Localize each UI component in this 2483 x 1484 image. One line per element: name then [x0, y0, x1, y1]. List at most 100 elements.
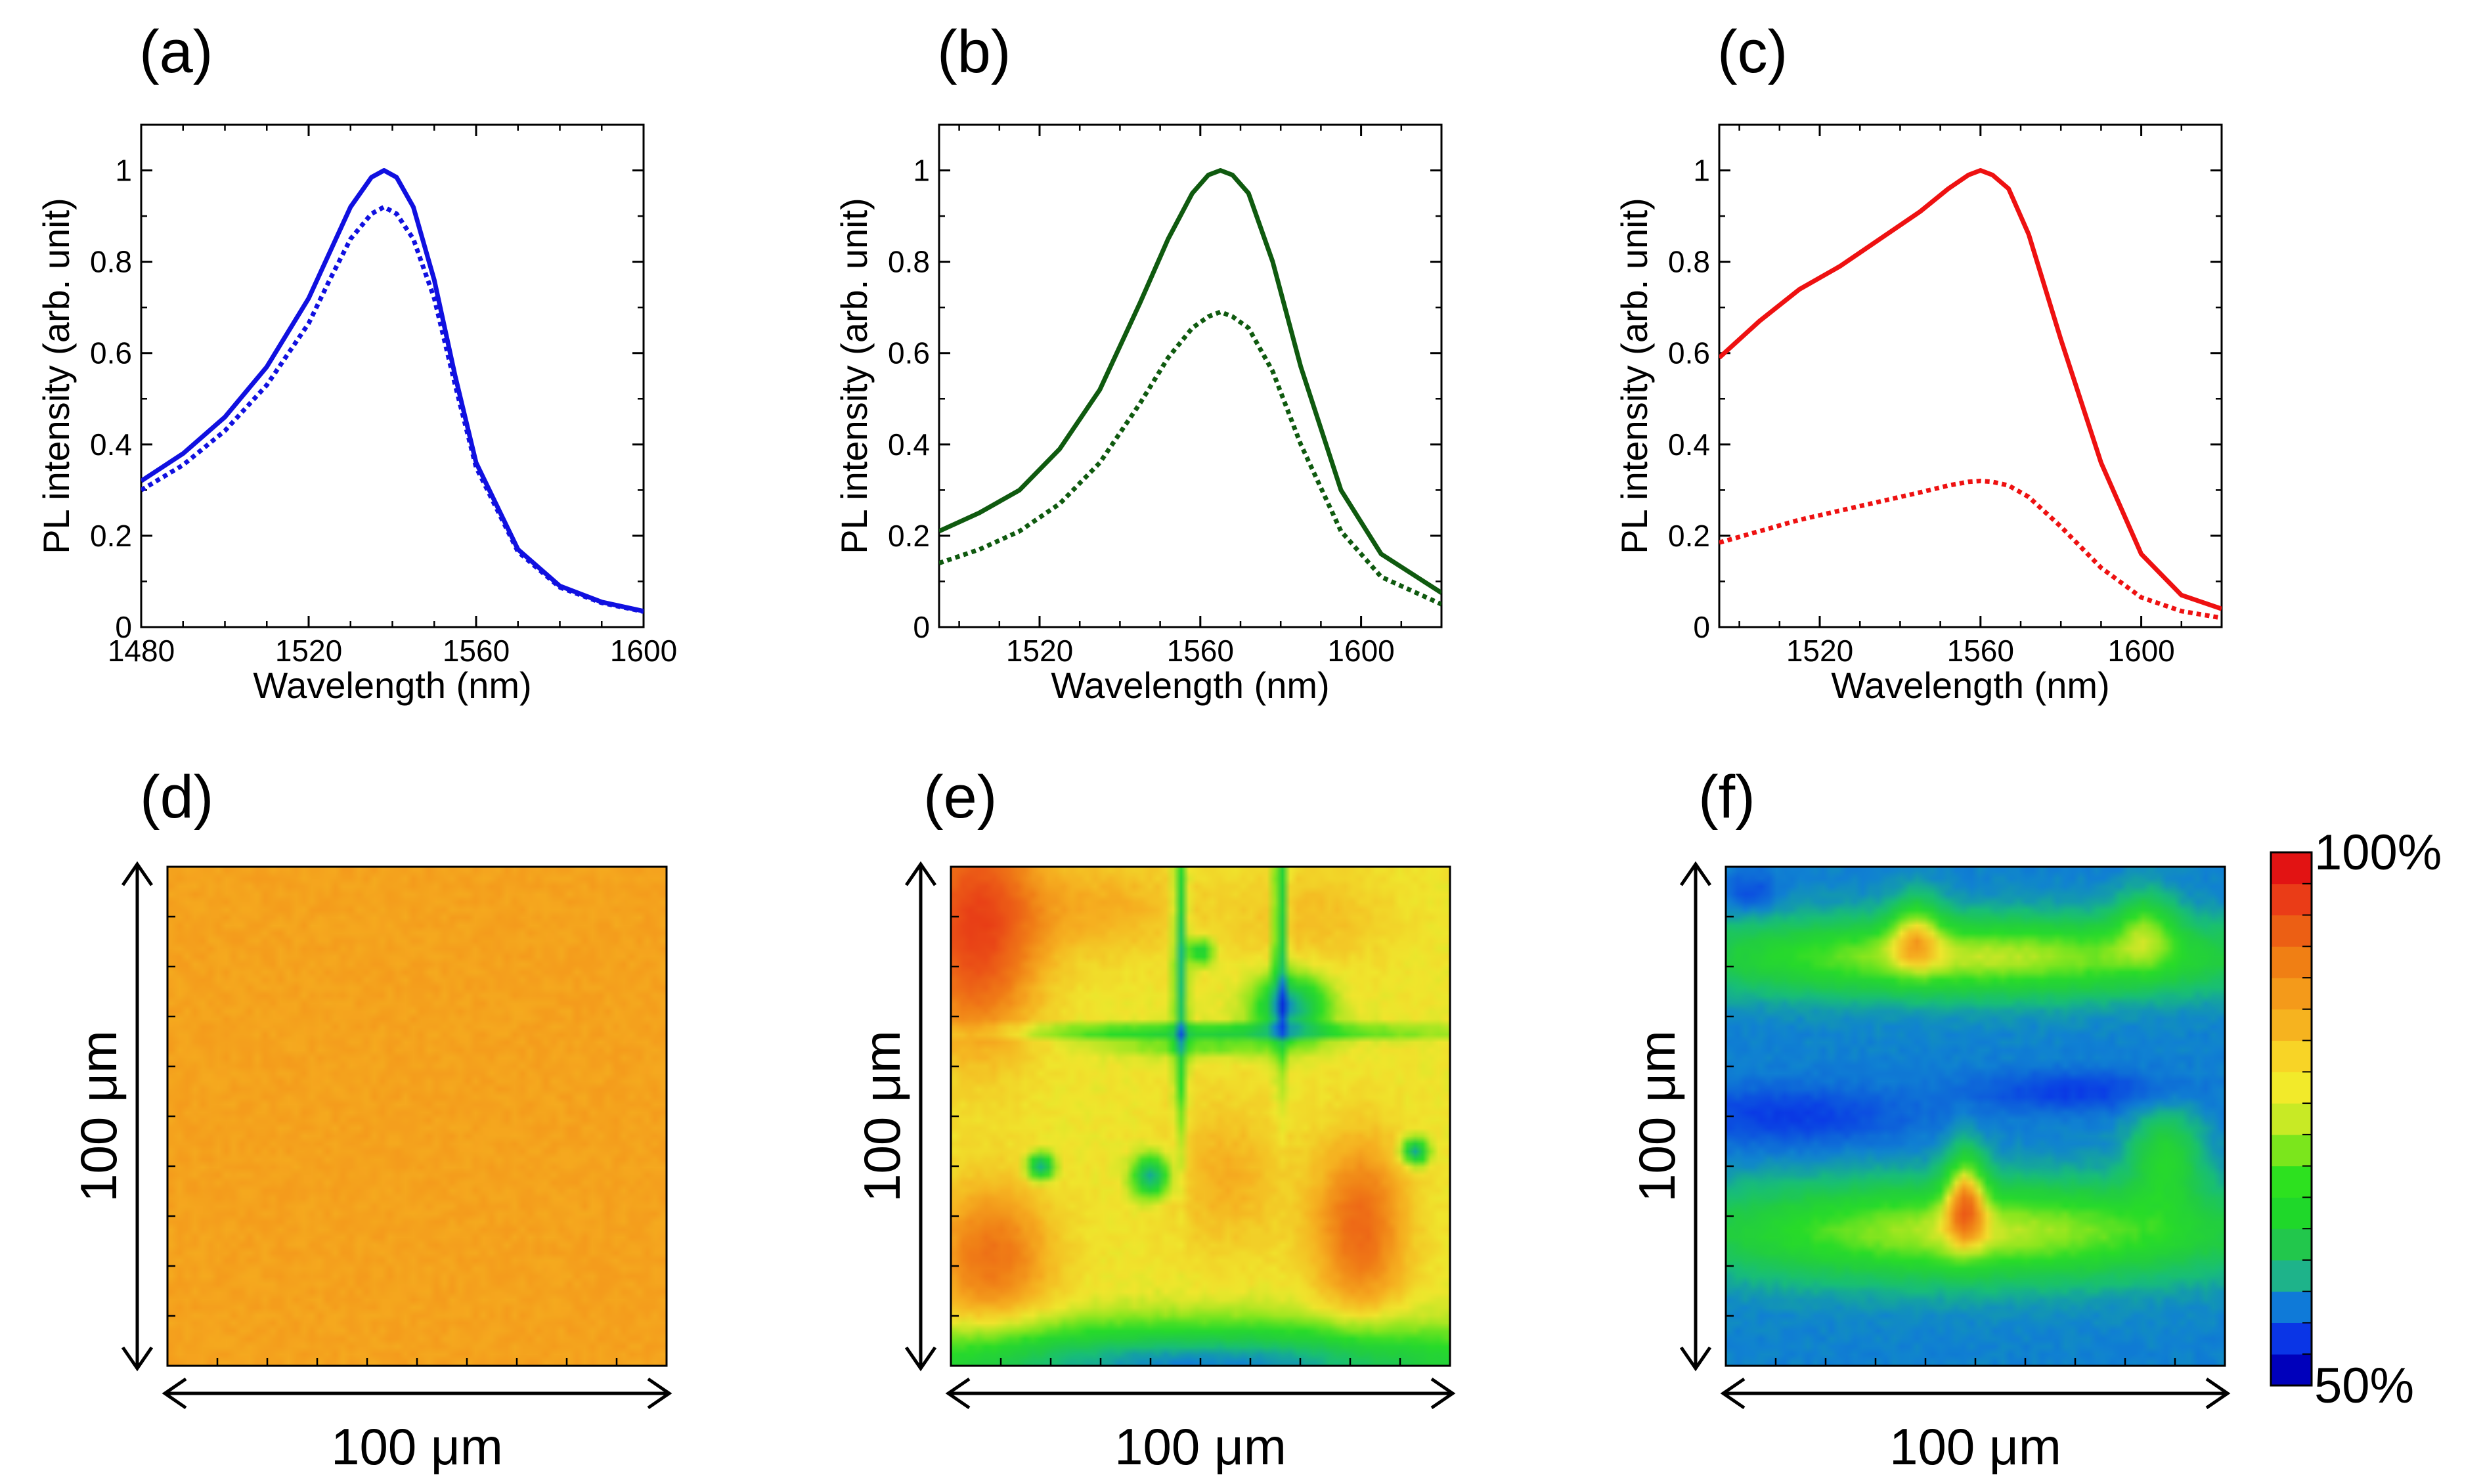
x-axis-label: Wavelength (nm) — [1831, 665, 2109, 706]
panel-label: (d) — [140, 764, 213, 831]
y-tick-label: 0 — [1693, 610, 1710, 644]
y-tick-label: 1 — [913, 154, 930, 188]
x-tick-label: 1600 — [2107, 634, 2174, 668]
y-tick-label: 0.4 — [90, 427, 132, 462]
intensity-map — [1726, 867, 2225, 1366]
series-line-solid — [939, 168, 1441, 595]
x-axis-label: Wavelength (nm) — [253, 665, 531, 706]
map-panel-e: (e) 100 μm 100 μm — [853, 764, 1456, 1475]
y-tick-label: 0.8 — [90, 245, 132, 279]
x-dimension-label: 100 μm — [331, 1418, 503, 1475]
plot-panel-a: (a) 0 0.2 0.4 0.6 0.8 1 1480 1520 1560 1600 Wavelen… — [35, 18, 677, 706]
y-tick-label: 0.6 — [888, 336, 930, 370]
colorbar-band — [2271, 946, 2312, 978]
x-tick-label: 1520 — [275, 634, 342, 668]
arrow-head-left — [945, 1377, 971, 1410]
colorbar-band — [2271, 915, 2312, 947]
colorbar-band — [2271, 1259, 2312, 1292]
panel-label: (b) — [937, 18, 1011, 85]
y-tick-label: 0.8 — [1668, 245, 1710, 279]
map-panel-f: (f) 100 μm 100 μm — [1628, 764, 2231, 1475]
series-line-dotted — [141, 204, 644, 614]
panel-label: (e) — [923, 764, 997, 831]
x-tick-label: 1560 — [1167, 634, 1234, 668]
y-axis-label: PL intensity (arb. unit) — [35, 198, 77, 554]
intensity-map — [167, 867, 667, 1366]
colorbar-frame — [2270, 851, 2313, 1387]
arrow-head-right — [2205, 1377, 2231, 1410]
colorbar-band — [2271, 1040, 2312, 1072]
series-line-dotted — [939, 309, 1441, 607]
colorbar-band — [2271, 1103, 2312, 1135]
x-tick-label: 1560 — [443, 634, 510, 668]
y-dimension-label: 100 μm — [70, 1030, 127, 1202]
maps-layer: (d) 100 μm 100 μm (e) 100 μm 100 μm (f) 100 μm 1… — [70, 764, 2231, 1475]
x-tick-label: 1520 — [1786, 634, 1853, 668]
colorbar-band — [2271, 1197, 2312, 1229]
y-dimension-label: 100 μm — [853, 1030, 911, 1202]
y-tick-label: 1 — [115, 154, 132, 188]
colorbar-band — [2271, 1072, 2312, 1104]
arrow-head-up — [1679, 861, 1712, 886]
y-dimension-label: 100 μm — [1628, 1030, 1686, 1202]
arrow-head-right — [1430, 1377, 1456, 1410]
arrow-head-down — [904, 1346, 937, 1372]
arrow-head-down — [121, 1346, 154, 1372]
y-tick-label: 0.2 — [888, 519, 930, 553]
plot-frame — [1718, 123, 2223, 628]
y-tick-label: 0.4 — [888, 427, 930, 462]
intensity-map — [951, 867, 1450, 1366]
plot-frame — [938, 123, 1443, 628]
colorbar-band — [2271, 1009, 2312, 1041]
panel-label: (c) — [1717, 18, 1788, 85]
colorbar-band — [2271, 1166, 2312, 1198]
colorbar-min-label: 50% — [2314, 1358, 2414, 1414]
x-tick-label: 1480 — [108, 634, 175, 668]
x-tick-label: 1600 — [610, 634, 677, 668]
colorbar-max-label: 100% — [2314, 825, 2442, 881]
y-tick-label: 0.2 — [90, 519, 132, 553]
colorbar-band — [2271, 1134, 2312, 1167]
y-tick-label: 0 — [913, 610, 930, 644]
plot-panel-b: (b) 0 0.2 0.4 0.6 0.8 1 1520 1560 1600Wavelength … — [833, 18, 1443, 706]
y-axis-label: PL intensity (arb. unit) — [833, 198, 875, 554]
colorbar-band — [2271, 1354, 2312, 1386]
panel-label: (a) — [139, 18, 213, 85]
colorbar-band — [2271, 978, 2312, 1010]
y-axis-label: PL intensity (arb. unit) — [1614, 198, 1655, 554]
x-tick-label: 1520 — [1006, 634, 1073, 668]
colorbar-band — [2271, 1291, 2312, 1323]
colorbar-band — [2271, 1322, 2312, 1355]
colorbar-band — [2271, 1229, 2312, 1261]
arrow-head-left — [1720, 1377, 1746, 1410]
series-line-solid — [141, 168, 644, 614]
colorbar: 100% 50% — [2270, 825, 2442, 1414]
colorbar-band — [2271, 883, 2312, 916]
arrow-head-left — [162, 1377, 187, 1410]
arrow-head-down — [1679, 1346, 1712, 1372]
y-tick-label: 0.2 — [1668, 519, 1710, 553]
y-tick-label: 0.8 — [888, 245, 930, 279]
x-tick-label: 1600 — [1327, 634, 1394, 668]
x-dimension-label: 100 μm — [1889, 1418, 2061, 1475]
panel-label: (f) — [1698, 764, 1755, 831]
x-tick-label: 1560 — [1947, 634, 2014, 668]
plot-panel-c: (c) 0 0.2 0.4 0.6 0.8 1 1520 1560 1600Wavelength … — [1614, 18, 2223, 706]
x-dimension-label: 100 μm — [1114, 1418, 1286, 1475]
arrow-head-right — [647, 1377, 672, 1410]
series-line-solid — [1719, 168, 2222, 611]
arrow-head-up — [121, 861, 154, 886]
y-tick-label: 0.6 — [1668, 336, 1710, 370]
series-line-dotted — [1719, 479, 2222, 621]
y-tick-label: 0.6 — [90, 336, 132, 370]
y-tick-label: 0 — [115, 610, 132, 644]
y-tick-label: 1 — [1693, 154, 1710, 188]
arrow-head-up — [904, 861, 937, 886]
plot-frame — [140, 123, 645, 628]
x-axis-label: Wavelength (nm) — [1051, 665, 1329, 706]
map-panel-d: (d) 100 μm 100 μm — [70, 764, 672, 1475]
y-tick-label: 0.4 — [1668, 427, 1710, 462]
colorbar-band — [2271, 852, 2312, 884]
